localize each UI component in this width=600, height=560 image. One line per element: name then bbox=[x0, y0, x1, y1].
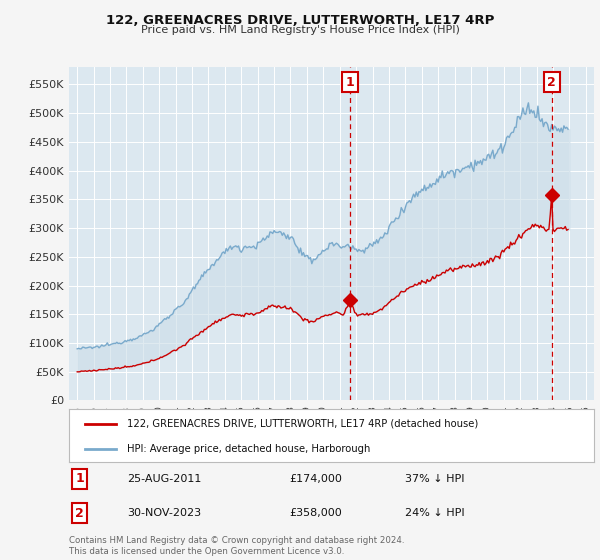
Text: Contains HM Land Registry data © Crown copyright and database right 2024.
This d: Contains HM Land Registry data © Crown c… bbox=[69, 536, 404, 556]
Text: 37% ↓ HPI: 37% ↓ HPI bbox=[405, 474, 464, 484]
Text: HPI: Average price, detached house, Harborough: HPI: Average price, detached house, Harb… bbox=[127, 444, 370, 454]
Text: 30-NOV-2023: 30-NOV-2023 bbox=[127, 508, 201, 518]
Text: Price paid vs. HM Land Registry's House Price Index (HPI): Price paid vs. HM Land Registry's House … bbox=[140, 25, 460, 35]
Text: 122, GREENACRES DRIVE, LUTTERWORTH, LE17 4RP: 122, GREENACRES DRIVE, LUTTERWORTH, LE17… bbox=[106, 14, 494, 27]
Text: 1: 1 bbox=[75, 473, 84, 486]
Text: £174,000: £174,000 bbox=[290, 474, 343, 484]
Text: £358,000: £358,000 bbox=[290, 508, 342, 518]
Text: 25-AUG-2011: 25-AUG-2011 bbox=[127, 474, 201, 484]
Text: 24% ↓ HPI: 24% ↓ HPI bbox=[405, 508, 464, 518]
Text: 2: 2 bbox=[547, 76, 556, 88]
Text: 2: 2 bbox=[75, 507, 84, 520]
Text: 1: 1 bbox=[346, 76, 355, 88]
Text: 122, GREENACRES DRIVE, LUTTERWORTH, LE17 4RP (detached house): 122, GREENACRES DRIVE, LUTTERWORTH, LE17… bbox=[127, 419, 478, 429]
